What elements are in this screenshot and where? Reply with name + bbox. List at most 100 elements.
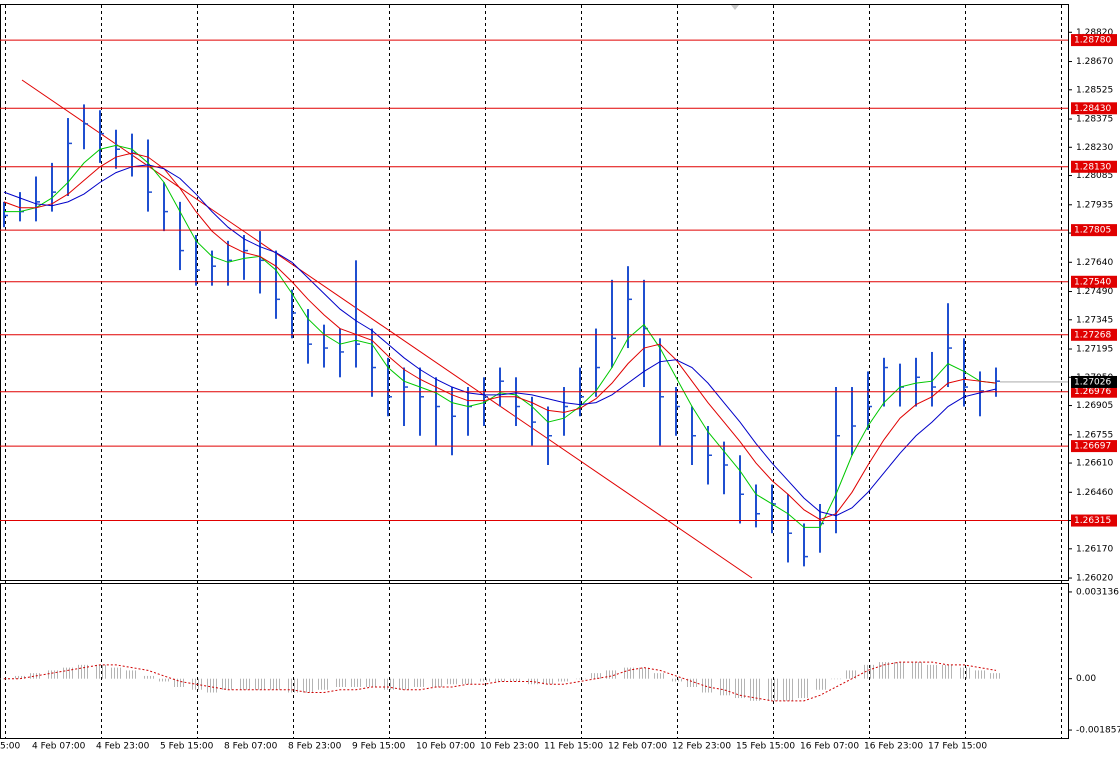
level-label-box (1071, 224, 1117, 237)
level-label-box (1071, 34, 1117, 47)
histogram-bar (414, 678, 426, 687)
histogram-bar (798, 678, 810, 699)
level-label: 1.28430 (1074, 104, 1111, 114)
y-tick-label: 1.28525 (1076, 85, 1113, 95)
x-tick-label: 12 Feb 07:00 (608, 742, 667, 752)
y-tick-label: 1.26020 (1076, 574, 1113, 584)
histogram-bar (238, 678, 250, 690)
x-tick-label: 16 Feb 07:00 (800, 742, 859, 752)
y-tick-label: 0.003136 (1076, 587, 1119, 597)
histogram-bar (686, 678, 698, 687)
y-tick-label: 1.28085 (1076, 171, 1113, 181)
y-tick-label: 1.28230 (1076, 143, 1113, 153)
histogram-bar (622, 667, 634, 679)
level-label-box (1071, 385, 1117, 398)
level-label-box (1071, 160, 1117, 173)
y-tick-label: 1.28820 (1076, 28, 1113, 38)
histogram-bar (638, 667, 650, 679)
y-tick-label: -0.001857 (1076, 726, 1120, 736)
histogram-bar (62, 667, 74, 679)
histogram-bar (350, 678, 362, 687)
y-tick-label: 1.27490 (1076, 287, 1113, 297)
level-label: 1.26315 (1074, 516, 1111, 526)
histogram-bar (222, 678, 234, 690)
level-label: 1.27805 (1074, 226, 1111, 236)
histogram-bar (750, 678, 762, 701)
y-tick-label: 1.27640 (1076, 258, 1113, 268)
current-price-box (1071, 375, 1117, 388)
histogram-bar (142, 675, 154, 679)
x-tick-label: 8 Feb 23:00 (288, 742, 342, 752)
histogram-bar (382, 678, 394, 690)
histogram-bar (974, 670, 986, 679)
trend-line (21, 79, 753, 579)
histogram-bar (718, 678, 730, 696)
histogram-bar (606, 670, 618, 679)
level-label-box (1071, 102, 1117, 115)
histogram-bar (302, 678, 314, 693)
oscillator-frame (0, 583, 1069, 739)
y-tick-label: 1.28375 (1076, 115, 1113, 125)
histogram-bar (542, 678, 554, 685)
y-tick-label: 1.26755 (1076, 430, 1113, 440)
histogram-bar (670, 678, 682, 682)
histogram-bar (286, 678, 298, 693)
histogram-bar (702, 678, 714, 693)
y-tick-label: 1.28670 (1076, 57, 1113, 67)
y-tick-label: 0.00 (1076, 674, 1096, 684)
y-tick-label: 1.26170 (1076, 544, 1113, 554)
x-tick-label: 10 Feb 07:00 (416, 742, 475, 752)
moving-average (3, 164, 997, 517)
moving-average (3, 152, 997, 521)
level-label: 1.27268 (1074, 330, 1111, 340)
signal-line (4, 661, 997, 702)
histogram-bar (590, 673, 602, 679)
histogram-bar (334, 678, 346, 687)
histogram-bar (830, 678, 842, 680)
histogram-bar (958, 667, 970, 679)
level-label: 1.26697 (1074, 442, 1111, 452)
x-tick-label: 4 Feb 23:00 (96, 742, 150, 752)
x-tick-label: 17 Feb 15:00 (928, 742, 987, 752)
x-tick-label: 15 Feb 15:00 (736, 742, 795, 752)
level-label-box (1071, 440, 1117, 453)
histogram-bar (446, 678, 458, 685)
histogram-bar (430, 678, 442, 687)
level-label: 1.28130 (1074, 162, 1111, 172)
histogram-bar (94, 664, 106, 679)
histogram-bar (190, 678, 202, 690)
histogram-bar (206, 678, 218, 693)
histogram-bar (494, 678, 506, 682)
vertical-grid (5, 5, 1062, 738)
histogram-bar (398, 678, 410, 690)
y-tick-label: 1.27345 (1076, 315, 1113, 325)
x-tick-label: 10 Feb 23:00 (480, 742, 539, 752)
y-tick-label: 1.27935 (1076, 200, 1113, 210)
histogram-bar (734, 678, 746, 699)
x-tick-label: 8 Feb 07:00 (224, 742, 278, 752)
x-tick-label: 9 Feb 15:00 (352, 742, 406, 752)
histogram-bar (510, 678, 522, 682)
histogram-bar (318, 678, 330, 690)
histogram-bar (462, 678, 474, 685)
histogram-bar (862, 664, 874, 679)
y-tick-label: 1.27195 (1076, 345, 1113, 355)
moving-average (4, 144, 997, 528)
histogram-bar (782, 678, 794, 701)
histogram-bar (766, 678, 778, 701)
histogram-bar (846, 670, 858, 679)
level-label: 1.27540 (1074, 277, 1111, 287)
level-label-box (1071, 514, 1117, 527)
histogram-bar (254, 678, 266, 690)
current-price-label: 1.27026 (1074, 377, 1111, 387)
shift-marker (731, 5, 739, 10)
histogram-bar (158, 678, 170, 682)
histogram-bar (910, 662, 922, 679)
level-label: 1.26976 (1074, 387, 1111, 397)
histogram-bar (110, 667, 122, 679)
histogram-bar (366, 678, 378, 687)
y-tick-label: 1.26905 (1076, 401, 1113, 411)
x-tick-label: 16 Feb 23:00 (864, 742, 923, 752)
